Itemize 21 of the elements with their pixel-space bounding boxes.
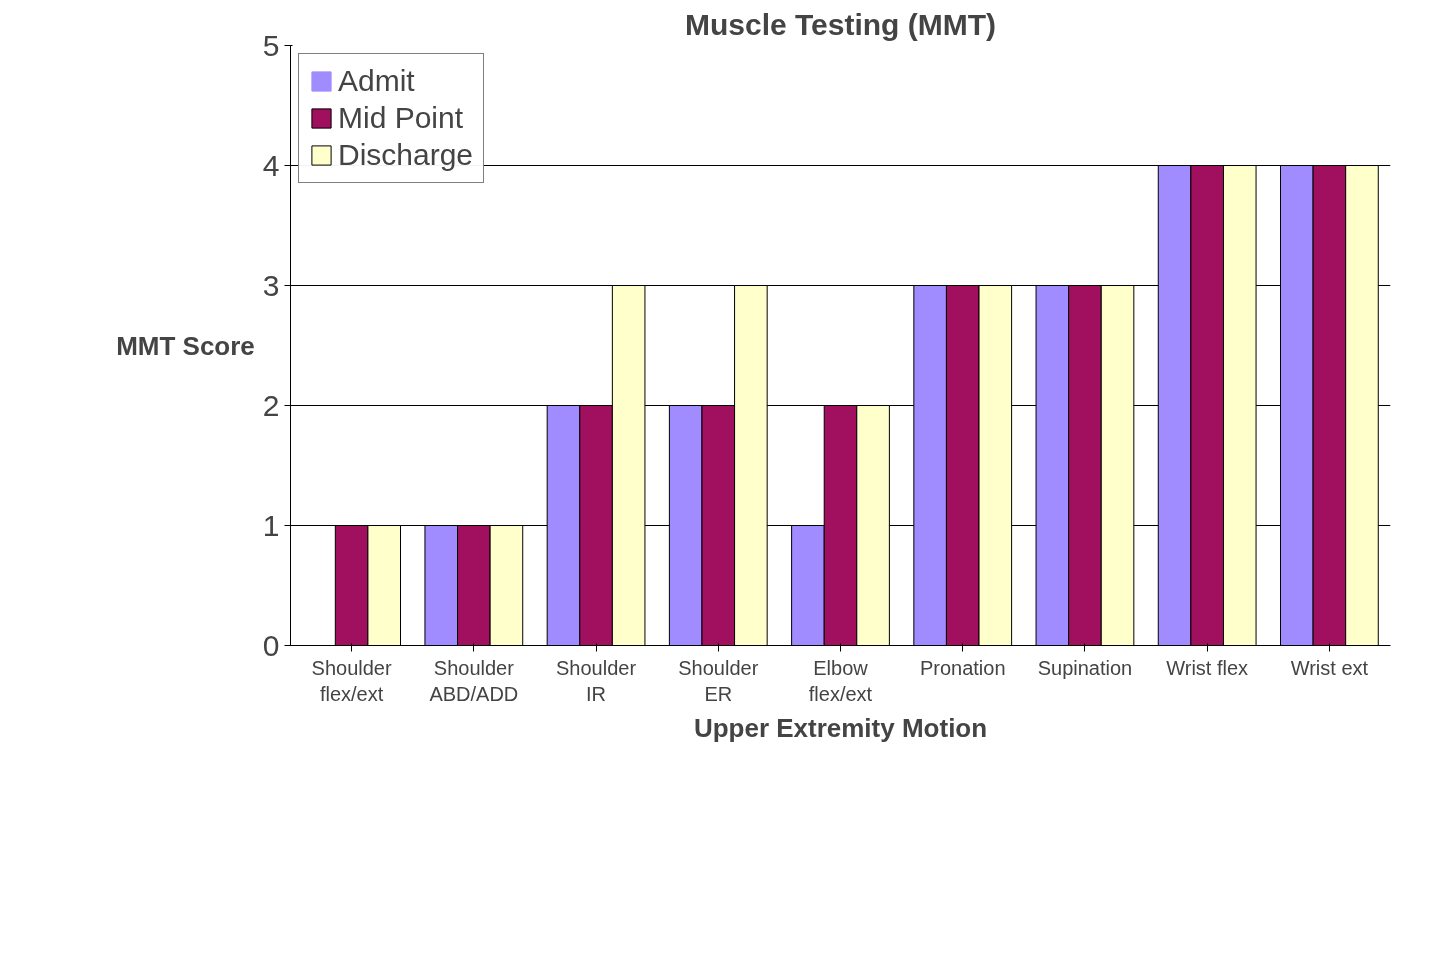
x-tick-label: Shoulder ER — [678, 656, 759, 705]
y-axis-title: MMT Score — [116, 330, 255, 361]
y-tick-label: 4 — [262, 148, 280, 182]
x-axis-title: Upper Extremity Motion — [693, 712, 988, 743]
legend-label: Mid Point — [338, 101, 464, 135]
x-tick-label: Pronation — [919, 656, 1006, 679]
x-tick-label: Shoulder ABD/ADD — [429, 656, 519, 705]
y-tick-label: 1 — [262, 508, 280, 542]
y-tick-label: 0 — [262, 628, 280, 662]
legend-label: Discharge — [338, 138, 474, 172]
chart-title: Muscle Testing (MMT) — [684, 7, 997, 41]
x-tick-label: Shoulder flex/ext — [311, 656, 392, 705]
x-tick-label: Supination — [1037, 656, 1133, 679]
x-tick-label: Elbow flex/ext — [808, 656, 873, 705]
y-tick-label: 2 — [262, 388, 280, 422]
y-tick-label: 3 — [262, 268, 280, 302]
x-tick-label: Wrist flex — [1166, 656, 1249, 679]
x-tick-label: Shoulder IR — [556, 656, 637, 705]
y-tick-label: 5 — [262, 28, 280, 62]
x-tick-label: Wrist ext — [1290, 656, 1369, 679]
legend-label: Admit — [338, 64, 415, 98]
